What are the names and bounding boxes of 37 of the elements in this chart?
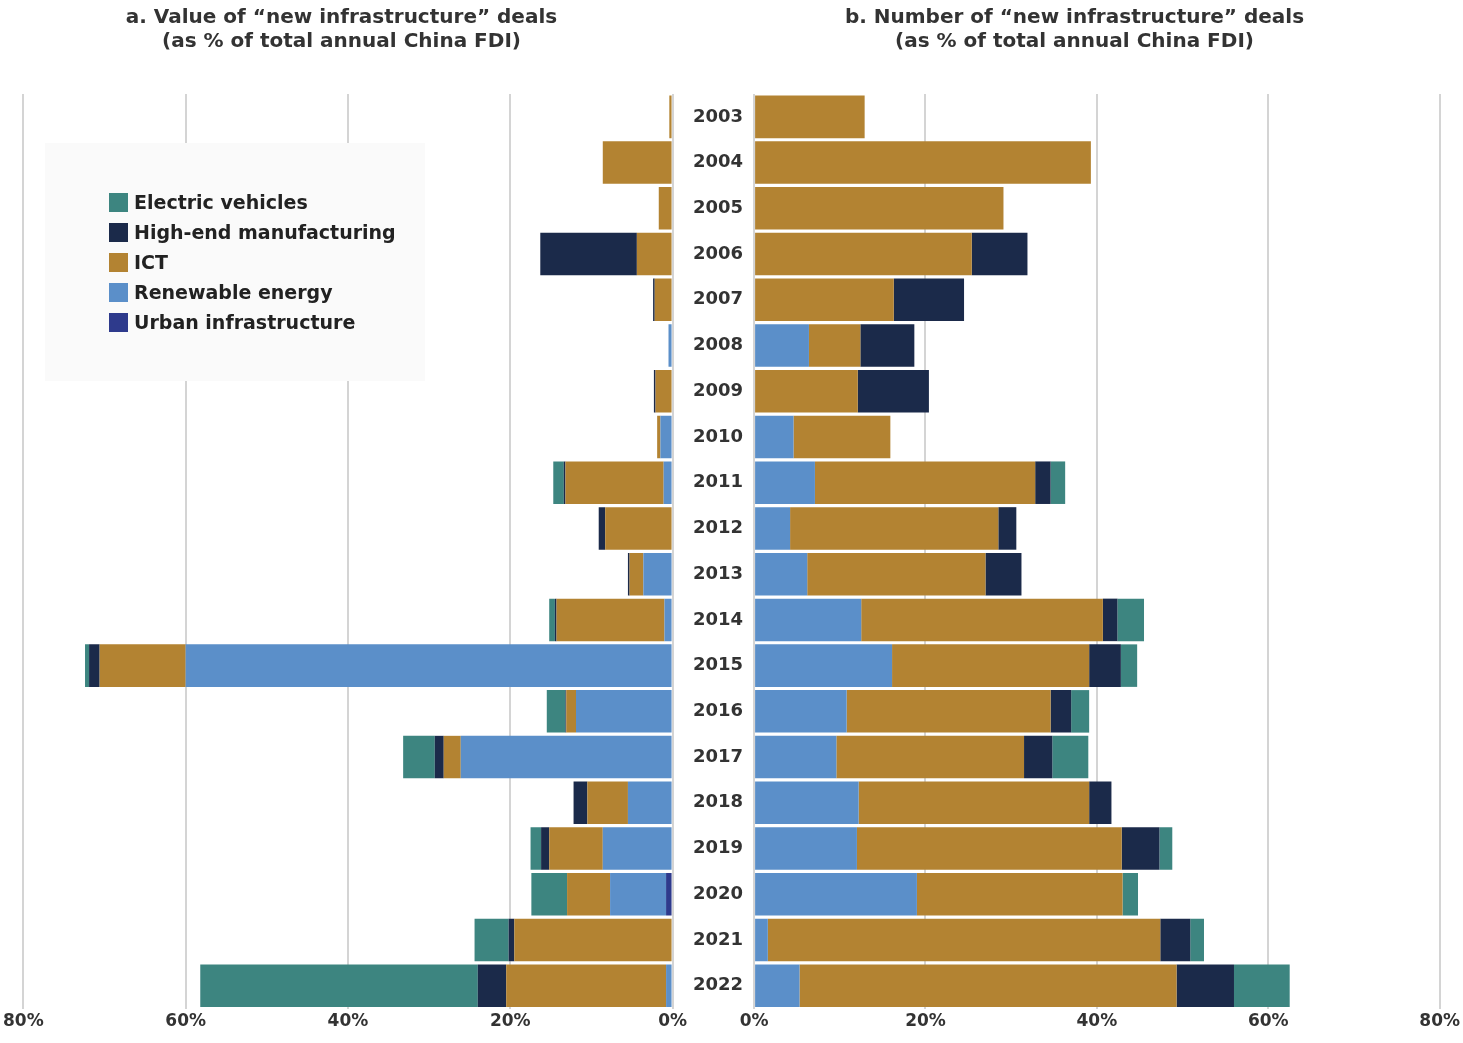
- x-tick-label: 0%: [739, 1010, 769, 1031]
- x-tick-label: 40%: [1076, 1010, 1118, 1031]
- y-tick-label: 2017: [692, 744, 744, 766]
- y-tick-label: 2007: [692, 287, 744, 309]
- x-tick-label: 80%: [2, 1010, 44, 1031]
- x-tick-label: 60%: [1247, 1010, 1289, 1031]
- y-tick-label: 2003: [692, 104, 744, 126]
- y-tick-label: 2022: [692, 973, 744, 995]
- y-tick-label: 2019: [692, 836, 744, 858]
- y-tick-label: 2018: [692, 790, 744, 812]
- y-tick-label: 2013: [692, 561, 744, 583]
- y-tick-label: 2010: [692, 424, 744, 446]
- chart-title: b. Number of “new infrastructure” deals (as % of total annual China FDI): [844, 4, 1305, 53]
- y-tick-label: 2016: [692, 699, 744, 721]
- y-tick-label: 2005: [692, 196, 744, 217]
- y-tick-label: 2021: [692, 927, 744, 949]
- y-tick-label: 2008: [692, 333, 744, 355]
- y-tick-label: 2009: [692, 378, 744, 400]
- x-tick-label: 0%: [658, 1010, 688, 1031]
- legend-label: Renewable energy: [134, 281, 333, 303]
- y-tick-label: 2012: [692, 516, 744, 538]
- y-tick-label: 2015: [692, 653, 744, 675]
- y-tick-label: 2004: [692, 150, 744, 172]
- x-tick-label: 80%: [1419, 1010, 1461, 1031]
- x-tick-label: 60%: [165, 1010, 206, 1031]
- y-tick-label: 2006: [692, 241, 744, 263]
- y-tick-label: 2011: [692, 470, 744, 492]
- x-tick-label: 20%: [905, 1010, 946, 1031]
- y-tick-label: 2014: [692, 607, 744, 629]
- legend-label: Urban infrastructure: [134, 311, 356, 333]
- x-tick-label: 20%: [489, 1010, 531, 1031]
- legend-label: Electric vehicles: [134, 191, 308, 213]
- legend-label: ICT: [134, 251, 168, 273]
- x-tick-label: 40%: [327, 1010, 369, 1031]
- chart-title: a. Value of “new infrastructure” deals (as % of total annual China FDI): [125, 4, 558, 53]
- y-tick-label: 2020: [692, 881, 744, 903]
- legend-label: High-end manufacturing: [134, 221, 396, 243]
